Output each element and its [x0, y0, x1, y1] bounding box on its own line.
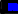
Line: 523 K: 523 K — [0, 9, 6, 14]
Line: 473 K: 473 K — [0, 8, 6, 14]
Line: 623 K: 623 K — [0, 9, 6, 14]
Bar — [3, 11, 4, 12]
Line: 573 K: 573 K — [0, 9, 6, 14]
